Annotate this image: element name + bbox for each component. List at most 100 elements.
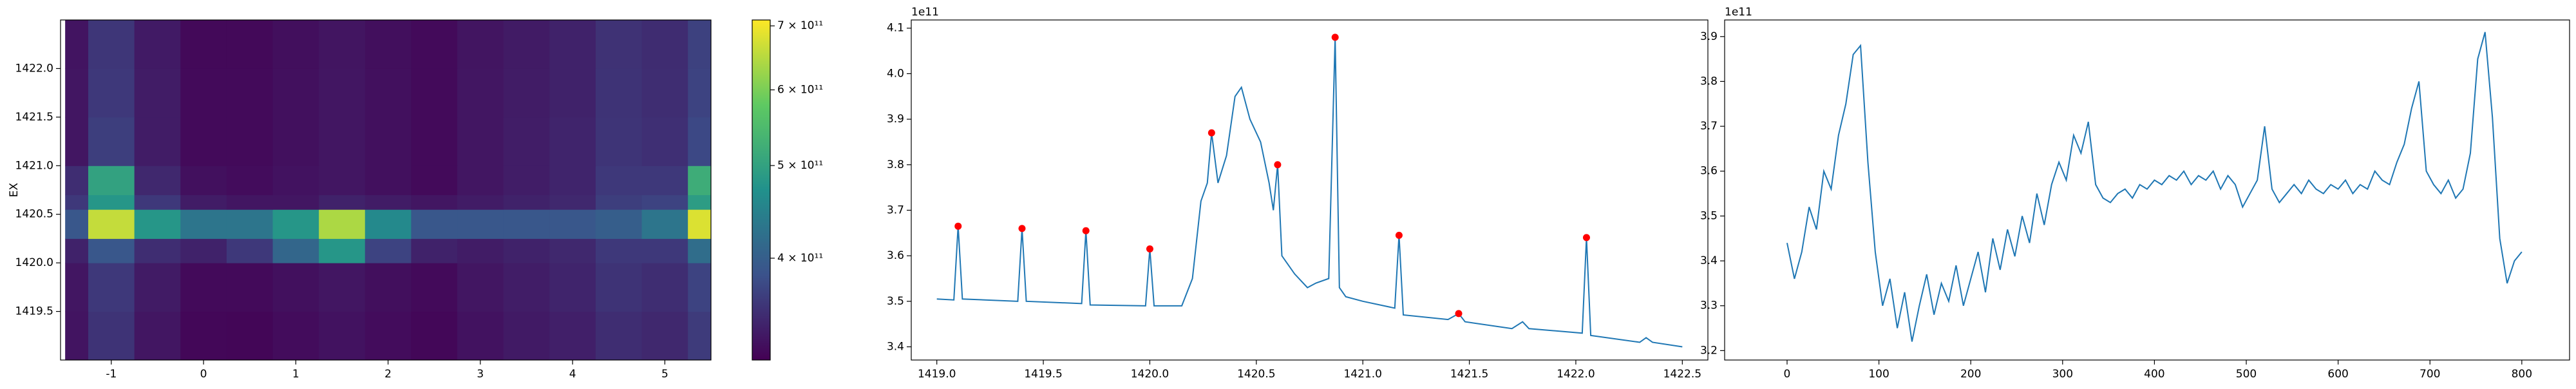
peak-marker: [1274, 161, 1282, 169]
heatmap-cell: [65, 20, 89, 69]
heatmap-cell: [226, 68, 274, 118]
heatmap-cell: [319, 68, 366, 118]
heatmap-cell: [549, 263, 596, 312]
heatmap-cell: [272, 209, 319, 239]
heatmap-cell: [688, 20, 711, 69]
heatmap-cell: [65, 311, 89, 360]
x-tick-label: 1419.5: [1024, 368, 1062, 381]
heatmap-cell: [457, 20, 504, 69]
x-tick-label: 200: [1960, 368, 1981, 381]
heatmap-cell: [411, 117, 458, 166]
heatmap-cell: [641, 117, 688, 166]
y-tick-label: 3.8: [887, 158, 904, 171]
heatmap-cell: [549, 68, 596, 118]
heatmap-cell: [365, 311, 412, 360]
x-tick-label: 3: [477, 368, 484, 381]
heatmap-cell: [272, 166, 319, 196]
heatmap-cell: [319, 166, 366, 196]
x-tick-label: 700: [2420, 368, 2440, 381]
heatmap-cell: [595, 20, 643, 69]
heatmap-cell: [88, 20, 135, 69]
heatmap-cell: [641, 311, 688, 360]
y-tick-label: 3.5: [887, 295, 904, 308]
heatmap-cell: [641, 209, 688, 239]
heatmap-cell: [226, 263, 274, 312]
y-tick-label: 1421.5: [15, 111, 53, 124]
heatmap-cell: [134, 117, 181, 166]
heatmap-cell: [134, 263, 181, 312]
peak-marker: [1208, 129, 1215, 137]
axes-frame: [60, 19, 712, 361]
colorbar-tick-label: 5 × 10¹¹: [777, 159, 823, 172]
heatmap-cell: [457, 311, 504, 360]
heatmap-cell: [65, 194, 89, 210]
heatmap-cell: [180, 166, 227, 196]
heatmap-cell: [549, 194, 596, 210]
y-tick-label: 3.3: [1700, 299, 1718, 312]
heatmap-cell: [272, 263, 319, 312]
heatmap-cell: [503, 117, 550, 166]
heatmap-cell: [457, 263, 504, 312]
heatmap-cell: [88, 209, 135, 239]
y-tick-label: 1420.0: [15, 256, 53, 269]
peak-marker: [1582, 234, 1590, 242]
heatmap-cell: [88, 263, 135, 312]
y-tick-label: 3.7: [1700, 120, 1718, 133]
heatmap-cell: [88, 68, 135, 118]
x-tick-label: 1422.5: [1663, 368, 1701, 381]
heatmap-cell: [272, 311, 319, 360]
y-tick-label: 3.6: [1700, 165, 1718, 178]
heatmap-cell: [226, 20, 274, 69]
heatmap-cell: [595, 166, 643, 196]
heatmap-cell: [549, 117, 596, 166]
peak-marker: [1331, 33, 1339, 41]
heatmap-cell: [226, 166, 274, 196]
x-tick-label: 600: [2327, 368, 2348, 381]
heatmap-cell: [457, 166, 504, 196]
heatmap-cell: [134, 68, 181, 118]
heatmap-cell: [134, 311, 181, 360]
heatmap-cell: [595, 238, 643, 263]
heatmap-cell: [365, 166, 412, 196]
heatmap-cell: [134, 238, 181, 263]
heatmap-cell: [641, 263, 688, 312]
heatmap-cell: [226, 311, 274, 360]
heatmap-cell: [503, 209, 550, 239]
heatmap-cell: [595, 311, 643, 360]
heatmap-cell: [365, 238, 412, 263]
x-tick-label: 1422.0: [1557, 368, 1595, 381]
heatmap-cell: [65, 117, 89, 166]
heatmap-cell: [319, 263, 366, 312]
heatmap-cell: [688, 311, 711, 360]
heatmap-cell: [319, 117, 366, 166]
x-tick-label: 0: [1784, 368, 1791, 381]
heatmap-cell: [180, 263, 227, 312]
heatmap-cell: [641, 20, 688, 69]
heatmap-cell: [365, 20, 412, 69]
heatmap-cell: [180, 311, 227, 360]
heatmap-cell: [88, 194, 135, 210]
y-tick-label: 4.0: [887, 67, 904, 80]
heatmap-cell: [503, 311, 550, 360]
line-series: [1786, 32, 2523, 342]
x-tick-label: 500: [2236, 368, 2257, 381]
colorbar-tick-label: 7 × 10¹¹: [777, 19, 823, 32]
heatmap-cell: [457, 238, 504, 263]
x-tick-label: 1420.0: [1131, 368, 1169, 381]
x-tick-label: 4: [569, 368, 576, 381]
y-tick-label: 1419.5: [15, 305, 53, 318]
heatmap-cell: [411, 209, 458, 239]
heatmap-cell: [180, 68, 227, 118]
heatmap-cell: [226, 209, 274, 239]
colorbar: [752, 19, 771, 361]
heatmap-cell: [180, 238, 227, 263]
heatmap-cell: [134, 209, 181, 239]
peak-marker: [1146, 245, 1153, 253]
heatmap-cell: [180, 209, 227, 239]
heatmap-cell: [457, 194, 504, 210]
y-offset-label: 1e11: [1725, 6, 1752, 19]
heatmap-cell: [503, 166, 550, 196]
heatmap-cell: [88, 238, 135, 263]
heatmap-cell: [226, 238, 274, 263]
heatmap-cell: [595, 68, 643, 118]
